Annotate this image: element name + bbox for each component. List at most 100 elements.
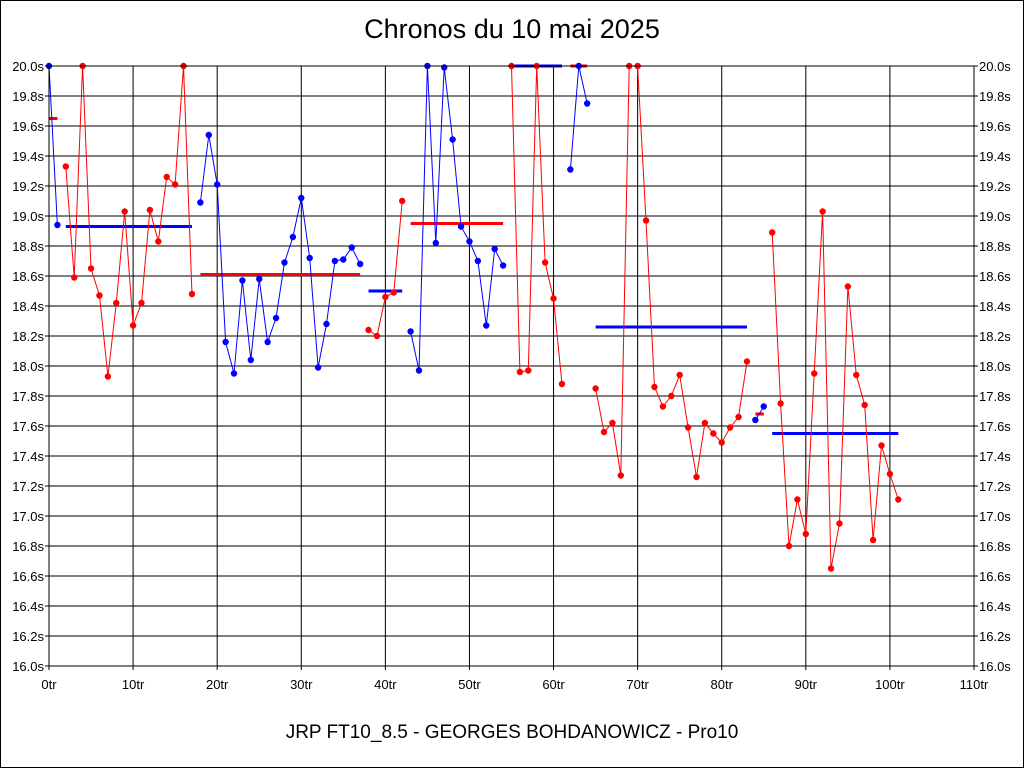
y-tick-label-left: 17.8s: [12, 389, 44, 404]
data-point: [760, 403, 767, 410]
data-point: [205, 131, 212, 139]
data-point: [155, 238, 162, 245]
data-point: [499, 262, 507, 269]
chart-footer: JRP FT10_8.5 - GEORGES BOHDANOWICZ - Pro…: [285, 722, 739, 743]
x-tick-label: 0tr: [41, 677, 57, 692]
data-point: [96, 292, 103, 299]
data-point: [264, 338, 271, 346]
y-tick-label-right: 16.2s: [979, 629, 1011, 644]
x-tick-label: 100tr: [875, 677, 905, 692]
data-point: [230, 370, 238, 377]
series-line: [595, 65, 748, 478]
data-point: [407, 328, 414, 335]
x-tick-label: 80tr: [711, 677, 734, 692]
data-point: [129, 322, 137, 329]
data-point: [373, 332, 381, 340]
series-layer: [45, 62, 902, 572]
y-tick-label-right: 16.6s: [979, 569, 1011, 584]
x-tick-label: 90tr: [795, 677, 818, 692]
y-tick-label-right: 17.0s: [979, 509, 1011, 524]
data-point: [213, 181, 221, 188]
data-point: [600, 428, 608, 436]
x-tick-label: 40tr: [374, 677, 397, 692]
data-point: [878, 442, 885, 449]
y-tick-label-right: 16.0s: [979, 659, 1011, 674]
y-tick-label-left: 19.4s: [12, 149, 44, 164]
data-point: [87, 265, 95, 272]
data-point: [449, 136, 456, 143]
data-point: [222, 338, 229, 346]
data-point: [306, 254, 313, 262]
data-point: [272, 314, 280, 322]
y-tick-label-right: 18.4s: [979, 299, 1011, 314]
x-tick-label: 30tr: [290, 677, 313, 692]
data-point: [541, 259, 549, 266]
data-point: [171, 181, 179, 188]
y-tick-label-left: 16.4s: [12, 599, 44, 614]
data-point: [895, 496, 902, 503]
plot-border: [48, 65, 975, 667]
y-tick-label-right: 20.0s: [979, 59, 1011, 74]
y-tick-label-right: 19.2s: [979, 179, 1011, 194]
data-point: [827, 565, 835, 572]
data-point: [550, 295, 557, 302]
x-tick-label: 20tr: [206, 677, 229, 692]
data-point: [802, 530, 810, 538]
data-point: [583, 100, 591, 107]
data-point: [146, 206, 154, 214]
y-tick-label-left: 19.0s: [12, 209, 44, 224]
data-point: [289, 233, 297, 241]
y-tick-label-right: 17.2s: [979, 479, 1011, 494]
data-point: [743, 358, 751, 365]
y-tick-label-left: 16.8s: [12, 539, 44, 554]
data-point: [516, 368, 524, 376]
data-point: [819, 208, 826, 215]
series-line: [48, 65, 58, 226]
data-point: [356, 260, 364, 268]
data-point: [466, 238, 473, 245]
data-point: [239, 277, 246, 284]
data-point: [726, 424, 734, 431]
data-point: [331, 257, 339, 265]
data-point: [676, 371, 683, 379]
data-point: [853, 371, 860, 379]
data-point: [415, 367, 423, 374]
grid-layer: [48, 65, 975, 667]
data-point: [197, 199, 204, 206]
y-tick-label-left: 19.2s: [12, 179, 44, 194]
y-tick-label-left: 17.6s: [12, 419, 44, 434]
data-point: [836, 520, 843, 527]
average-layer: [49, 64, 899, 435]
data-point: [281, 259, 288, 266]
data-point: [794, 496, 801, 503]
data-point: [457, 223, 465, 230]
y-tick-label-left: 18.0s: [12, 359, 44, 374]
data-point: [752, 416, 759, 424]
data-point: [609, 419, 616, 427]
data-point: [62, 163, 70, 170]
series-line: [65, 65, 193, 377]
y-tick-label-left: 18.6s: [12, 269, 44, 284]
data-point: [651, 383, 658, 391]
data-point: [777, 400, 784, 407]
y-tick-label-right: 19.6s: [979, 119, 1011, 134]
data-point: [398, 197, 406, 205]
data-point: [735, 413, 742, 421]
x-tick-label: 110tr: [960, 677, 989, 692]
y-tick-label-left: 18.2s: [12, 329, 44, 344]
data-point: [592, 385, 599, 392]
y-tick-label-right: 19.8s: [979, 89, 1011, 104]
data-point: [247, 356, 255, 364]
data-point: [441, 64, 448, 71]
series-line: [199, 134, 361, 374]
y-tick-label-left: 19.8s: [12, 89, 44, 104]
data-point: [844, 283, 852, 290]
data-point: [121, 208, 128, 215]
data-point: [558, 380, 566, 388]
data-point: [323, 320, 330, 328]
data-point: [474, 257, 482, 265]
data-point: [348, 244, 355, 251]
chart-title: Chronos du 10 mai 2025: [364, 14, 660, 44]
y-tick-label-left: 17.2s: [12, 479, 44, 494]
